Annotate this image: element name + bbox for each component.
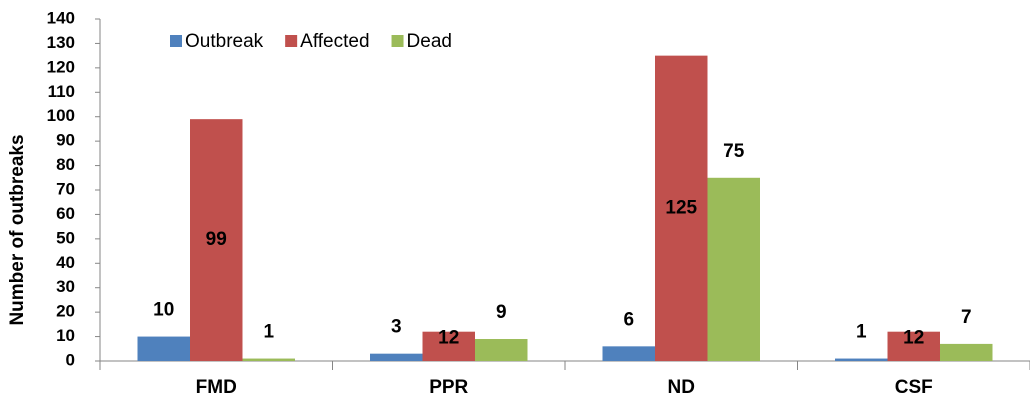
data-label: 1 bbox=[263, 322, 274, 343]
bar bbox=[190, 119, 243, 362]
bar bbox=[475, 339, 528, 361]
y-tick-label: 90 bbox=[56, 131, 75, 150]
data-label: 12 bbox=[903, 327, 924, 348]
data-label: 12 bbox=[438, 327, 459, 348]
data-label: 1 bbox=[856, 322, 867, 343]
y-tick-label: 0 bbox=[66, 350, 75, 369]
legend-label: Affected bbox=[300, 31, 369, 52]
y-tick-label: 10 bbox=[56, 326, 75, 345]
y-tick-label: 50 bbox=[56, 228, 75, 247]
bar bbox=[707, 177, 760, 361]
x-tick-label: ND bbox=[668, 377, 695, 398]
bar bbox=[422, 331, 475, 361]
data-label: 10 bbox=[153, 300, 174, 321]
data-label: 9 bbox=[496, 302, 507, 323]
y-tick-label: 100 bbox=[47, 106, 75, 125]
y-tick-label: 60 bbox=[56, 204, 75, 223]
y-tick-label: 70 bbox=[56, 179, 75, 198]
bar bbox=[370, 353, 423, 361]
y-tick-label: 120 bbox=[47, 57, 75, 76]
y-tick-label: 130 bbox=[47, 33, 75, 52]
data-label: 125 bbox=[665, 197, 697, 218]
x-tick-label: PPR bbox=[429, 377, 468, 398]
legend-label: Outbreak bbox=[185, 31, 264, 52]
bar bbox=[940, 343, 993, 361]
data-label: 7 bbox=[961, 307, 972, 328]
legend-swatch bbox=[285, 35, 298, 47]
data-label: 6 bbox=[623, 309, 634, 330]
legend-swatch bbox=[391, 35, 404, 47]
y-tick-label: 20 bbox=[56, 302, 75, 321]
y-tick-label: 40 bbox=[56, 253, 75, 272]
y-tick-label: 110 bbox=[48, 82, 75, 101]
data-label: 3 bbox=[391, 317, 402, 338]
legend-label: Dead bbox=[407, 31, 452, 52]
data-label: 99 bbox=[206, 229, 227, 250]
bar bbox=[137, 336, 190, 361]
x-tick-label: FMD bbox=[196, 377, 237, 398]
x-tick-label: CSF bbox=[895, 377, 933, 398]
data-label: 75 bbox=[723, 141, 745, 162]
bar bbox=[835, 358, 888, 361]
y-axis-label: Number of outbreaks bbox=[7, 134, 28, 325]
y-tick-label: 140 bbox=[47, 8, 75, 27]
y-tick-label: 80 bbox=[56, 155, 75, 174]
bar bbox=[887, 331, 940, 361]
legend-swatch bbox=[170, 35, 182, 47]
y-tick-label: 30 bbox=[56, 277, 75, 296]
bar bbox=[242, 358, 295, 361]
bar bbox=[602, 346, 655, 361]
bar bbox=[655, 55, 708, 362]
